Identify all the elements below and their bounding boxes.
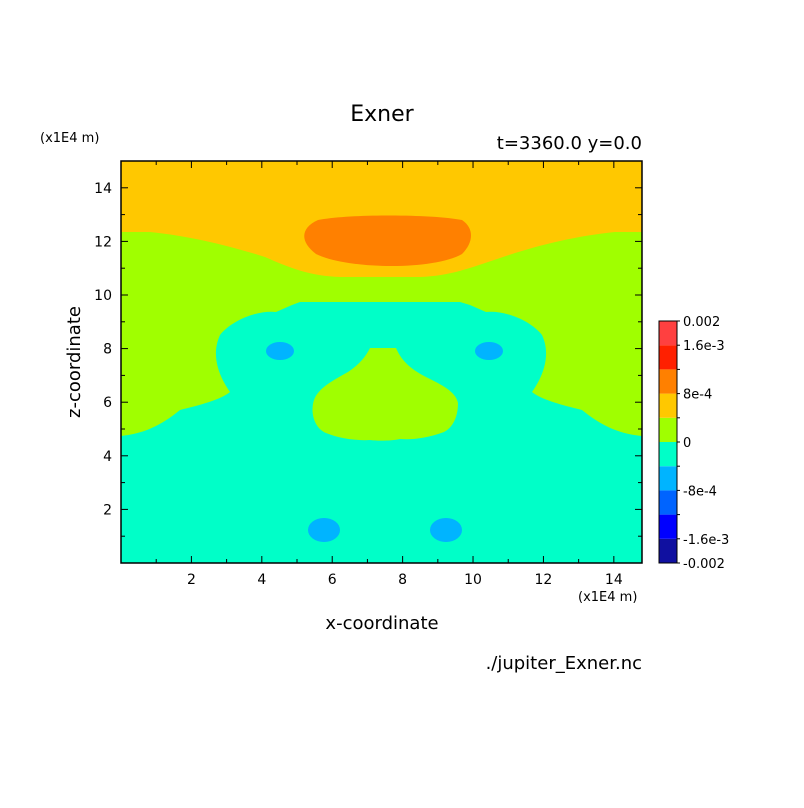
chart-title: Exner xyxy=(350,102,414,127)
x-tick-label: 8 xyxy=(398,572,407,588)
colorbar-swatch xyxy=(659,321,677,346)
colorbar-swatch xyxy=(659,466,677,491)
colorbar-label: 0 xyxy=(683,436,691,451)
y-tick-label: 14 xyxy=(94,181,112,197)
colorbar-label: 0.002 xyxy=(683,315,720,330)
y-tick-label: 2 xyxy=(103,502,112,518)
region-central-dome xyxy=(312,348,458,441)
colorbar-label: 8e-4 xyxy=(683,388,712,403)
region-blue-blob-3 xyxy=(308,518,340,542)
x-tick-label: 2 xyxy=(187,572,196,588)
colorbar: 0.002 1.6e-3 8e-4 0 -8e-4 -1.6e-3 -0.002 xyxy=(658,315,729,572)
x-tick-label: 4 xyxy=(257,572,266,588)
colorbar-swatch xyxy=(659,417,677,442)
colorbar-label: -1.6e-3 xyxy=(683,533,729,548)
y-tick-label: 4 xyxy=(103,449,112,465)
x-tick-label: 10 xyxy=(464,572,482,588)
region-blue-blob-2 xyxy=(475,342,503,360)
plot-area xyxy=(120,160,643,564)
y-tick-label: 8 xyxy=(103,342,112,358)
colorbar-swatch xyxy=(659,369,677,394)
y-unit-label: (x1E4 m) xyxy=(40,131,99,146)
region-blue-blob-1 xyxy=(266,342,294,360)
colorbar-swatch xyxy=(659,514,677,539)
region-orange-lens xyxy=(304,215,471,266)
x-tick-label: 12 xyxy=(535,572,553,588)
colorbar-label: 1.6e-3 xyxy=(683,339,725,354)
footer-filename: ./jupiter_Exner.nc xyxy=(486,653,642,674)
x-axis-label: x-coordinate xyxy=(325,613,438,634)
x-tick-label: 6 xyxy=(328,572,337,588)
y-axis: 2 4 6 8 10 12 14 xyxy=(94,160,642,537)
colorbar-label: -8e-4 xyxy=(683,484,717,499)
colorbar-swatch xyxy=(659,442,677,467)
x-axis: 2 4 6 8 10 12 14 xyxy=(155,161,623,588)
colorbar-swatch xyxy=(659,345,677,370)
colorbar-label: -0.002 xyxy=(683,557,725,572)
y-tick-label: 6 xyxy=(103,395,112,411)
y-tick-label: 10 xyxy=(94,288,112,304)
colorbar-swatch xyxy=(659,490,677,515)
y-tick-label: 12 xyxy=(94,234,112,250)
y-axis-label: z-coordinate xyxy=(64,306,85,418)
plot-frame xyxy=(120,160,643,564)
region-green-dot-left xyxy=(287,279,299,289)
colorbar-swatch xyxy=(659,538,677,563)
region-blue-blob-4 xyxy=(430,518,462,542)
chart-subtitle: t=3360.0 y=0.0 xyxy=(497,133,642,154)
colorbar-swatch xyxy=(659,393,677,418)
x-tick-label: 14 xyxy=(605,572,623,588)
x-unit-label: (x1E4 m) xyxy=(578,590,637,605)
region-green-dot-right xyxy=(470,279,482,289)
